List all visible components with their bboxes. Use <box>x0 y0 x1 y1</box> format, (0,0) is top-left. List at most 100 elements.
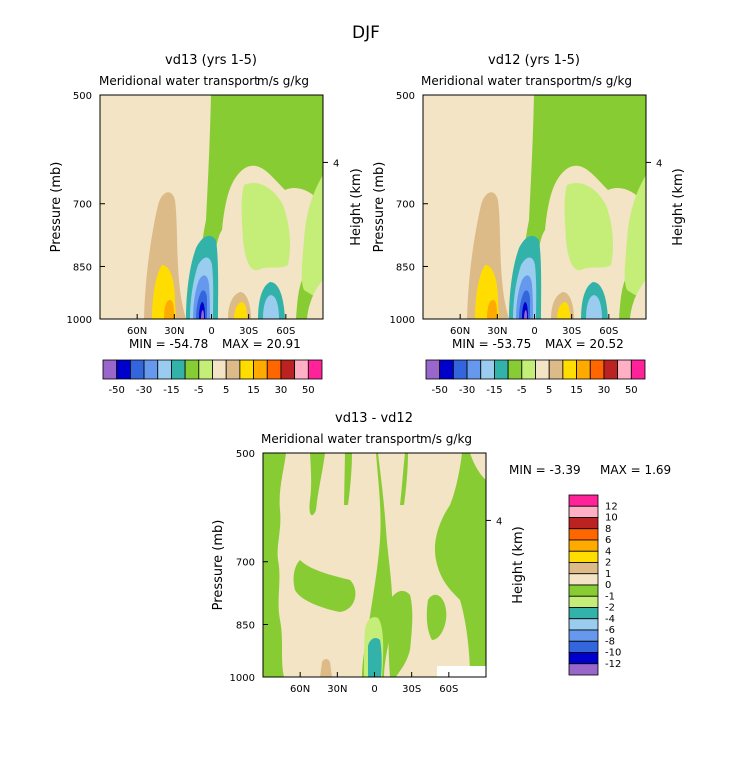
colorbar-label: -12 <box>605 659 621 670</box>
colorbar-label: -4 <box>605 614 615 625</box>
panel-units: m/s g/kg <box>257 74 309 88</box>
colorbar-label: 8 <box>605 524 611 535</box>
colorbar-label: 30 <box>598 385 611 396</box>
x-tick-label: 30S <box>239 326 258 337</box>
colorbar-label: 10 <box>605 513 618 524</box>
colorbar-label: -50 <box>432 385 448 396</box>
x-tick-label: 60N <box>450 326 470 337</box>
x-tick-label: 30S <box>402 684 421 695</box>
colorbar-label: 12 <box>605 501 618 512</box>
y-tick-label: 500 <box>396 91 415 102</box>
panel-title: vd12 (yrs 1-5) <box>488 53 580 68</box>
colorbar-swatch <box>568 629 599 642</box>
colorbar-label: -15 <box>486 385 502 396</box>
colorbar-swatch <box>617 359 632 380</box>
colorbar-swatch <box>439 359 454 380</box>
x-tick-label: 60N <box>127 326 147 337</box>
colorbar-swatch <box>129 359 145 380</box>
panel-difference: vd13 - vd12 Meridional water transport m… <box>211 411 671 695</box>
colorbar-swatch <box>212 359 227 380</box>
colorbar-label: -1 <box>605 591 615 602</box>
colorbar-label: -50 <box>109 385 125 396</box>
colorbar-swatch <box>521 359 536 380</box>
y-tick-label: 1000 <box>230 673 255 684</box>
max-label: MAX = 20.52 <box>545 337 624 351</box>
y2-tick-label: 4 <box>656 158 662 169</box>
x-tick-label: 30S <box>562 326 581 337</box>
colorbar-swatch <box>562 359 577 380</box>
colorbar-label: 6 <box>605 535 611 546</box>
colorbar-swatch <box>568 528 599 541</box>
min-label: MIN = -3.39 <box>509 463 581 477</box>
colorbar-swatch <box>253 359 268 380</box>
y-tick-label: 1000 <box>390 315 415 326</box>
panel-subtitle: Meridional water transport <box>421 74 581 88</box>
colorbar-label: -2 <box>605 603 615 614</box>
colorbar-label: -10 <box>605 648 621 659</box>
panel-vd13: vd13 (yrs 1-5) Meridional water transpor… <box>49 53 364 396</box>
colorbar-swatch <box>198 359 213 380</box>
colorbar-label: 15 <box>570 385 583 396</box>
colorbar-swatch <box>239 359 254 380</box>
colorbar-swatch <box>568 505 599 518</box>
colorbar-swatch <box>568 494 599 507</box>
colorbar-swatch <box>630 359 646 380</box>
y-tick-label: 700 <box>236 558 255 569</box>
y-axis-label: Pressure (mb) <box>372 162 387 253</box>
panel-title: vd13 - vd12 <box>335 411 413 426</box>
colorbar-swatch <box>266 359 282 380</box>
y-tick-label: 1000 <box>67 315 92 326</box>
x-tick-label: 60S <box>599 326 618 337</box>
colorbar-swatch <box>576 359 591 380</box>
colorbar-swatch <box>548 359 564 380</box>
colorbar-swatch <box>494 359 509 380</box>
colorbar-swatch <box>568 607 599 620</box>
y2-tick-label: 4 <box>496 516 502 527</box>
colorbar-swatch <box>157 359 172 380</box>
colorbar-label: 0 <box>605 580 611 591</box>
colorbar-swatch <box>535 359 550 380</box>
colorbar-label: -30 <box>136 385 152 396</box>
colorbar-swatch <box>184 359 200 380</box>
max-label: MAX = 1.69 <box>600 463 671 477</box>
colorbar-swatch <box>466 359 482 380</box>
colorbar-swatch <box>568 573 599 586</box>
colorbar-label: 30 <box>275 385 288 396</box>
y2-axis-label: Height (km) <box>511 526 526 603</box>
colorbar-swatch <box>568 562 599 575</box>
colorbar-swatch <box>568 618 599 631</box>
colorbar-swatch <box>143 359 159 380</box>
y2-axis-label: Height (km) <box>349 168 364 245</box>
colorbar-label: -15 <box>163 385 179 396</box>
x-tick-label: 0 <box>531 326 537 337</box>
y-tick-label: 850 <box>396 262 415 273</box>
colorbar-swatch <box>307 359 323 380</box>
contour-field <box>423 95 646 319</box>
colorbar-swatch <box>568 550 599 563</box>
panel-units: m/s g/kg <box>580 74 632 88</box>
colorbar-swatch <box>425 359 441 380</box>
colorbar-swatch <box>568 517 599 530</box>
colorbar-swatch <box>452 359 468 380</box>
x-tick-label: 60S <box>439 684 458 695</box>
y-tick-label: 500 <box>236 449 255 460</box>
y2-axis-label: Height (km) <box>671 168 686 245</box>
colorbar-label: 15 <box>247 385 260 396</box>
colorbar-label: 2 <box>605 558 611 569</box>
y-axis-label: Pressure (mb) <box>49 162 64 253</box>
contour-field <box>263 453 486 677</box>
y-tick-label: 850 <box>236 620 255 631</box>
colorbar-swatch <box>603 359 619 380</box>
y-tick-label: 700 <box>396 200 415 211</box>
panel-vd12: vd12 (yrs 1-5) Meridional water transpor… <box>372 53 686 396</box>
colorbar-label: 50 <box>625 385 638 396</box>
x-tick-label: 60S <box>276 326 295 337</box>
y-tick-label: 850 <box>73 262 92 273</box>
colorbar-swatch <box>568 640 599 653</box>
x-tick-label: 30N <box>164 326 184 337</box>
y-axis-label: Pressure (mb) <box>211 520 226 611</box>
y2-tick-label: 4 <box>333 158 339 169</box>
colorbar-swatch <box>280 359 296 380</box>
panel-units: m/s g/kg <box>420 432 472 446</box>
